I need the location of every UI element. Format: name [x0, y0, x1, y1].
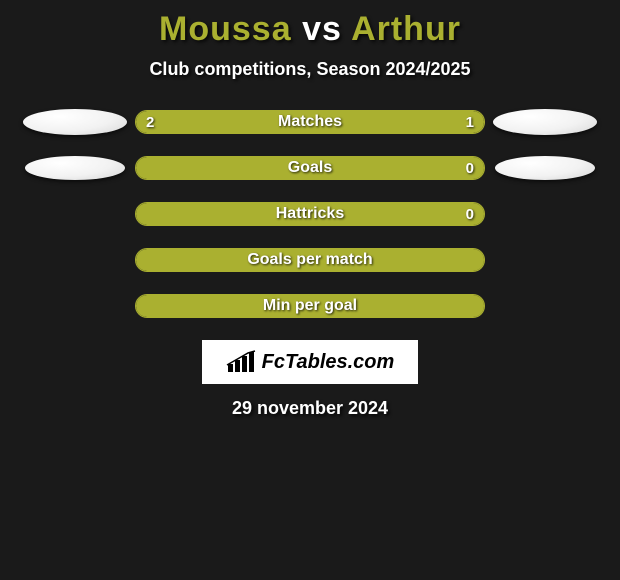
- stat-bar: Min per goal: [135, 294, 485, 318]
- stat-value-right: 1: [466, 111, 474, 133]
- player1-avatar: [23, 109, 127, 135]
- date-label: 29 november 2024: [0, 398, 620, 419]
- subtitle: Club competitions, Season 2024/2025: [0, 59, 620, 80]
- player2-name: Arthur: [351, 10, 461, 48]
- player2-avatar: [493, 109, 597, 135]
- stat-value-right: 0: [466, 157, 474, 179]
- stats-rows: Matches21Goals0Hattricks0Goals per match…: [0, 110, 620, 318]
- stat-label: Min per goal: [136, 295, 484, 317]
- stat-bar: Goals0: [135, 156, 485, 180]
- stat-row: Hattricks0: [0, 202, 620, 226]
- page-title: Moussa vs Arthur: [0, 10, 620, 49]
- avatar-slot-right: [485, 109, 605, 135]
- stat-value-right: 0: [466, 203, 474, 225]
- stat-label: Matches: [136, 111, 484, 133]
- stat-label: Goals per match: [136, 249, 484, 271]
- stat-row: Goals per match: [0, 248, 620, 272]
- stat-bar: Goals per match: [135, 248, 485, 272]
- comparison-infographic: Moussa vs Arthur Club competitions, Seas…: [0, 0, 620, 419]
- vs-label: vs: [302, 10, 342, 48]
- stat-row: Goals0: [0, 156, 620, 180]
- avatar-slot-left: [15, 156, 135, 180]
- stat-label: Goals: [136, 157, 484, 179]
- player1-name: Moussa: [159, 10, 292, 48]
- stat-value-left: 2: [146, 111, 154, 133]
- player2-avatar: [495, 156, 595, 180]
- source-logo: FcTables.com: [202, 340, 418, 384]
- stat-bar: Matches2 1: [135, 110, 485, 134]
- avatar-slot-right: [485, 156, 605, 180]
- stat-label: Hattricks: [136, 203, 484, 225]
- player1-avatar: [25, 156, 125, 180]
- logo-text: FcTables.com: [262, 351, 395, 374]
- bar-chart-icon: [226, 350, 256, 374]
- stat-row: Matches2 1: [0, 110, 620, 134]
- stat-row: Min per goal: [0, 294, 620, 318]
- stat-bar: Hattricks0: [135, 202, 485, 226]
- avatar-slot-left: [15, 109, 135, 135]
